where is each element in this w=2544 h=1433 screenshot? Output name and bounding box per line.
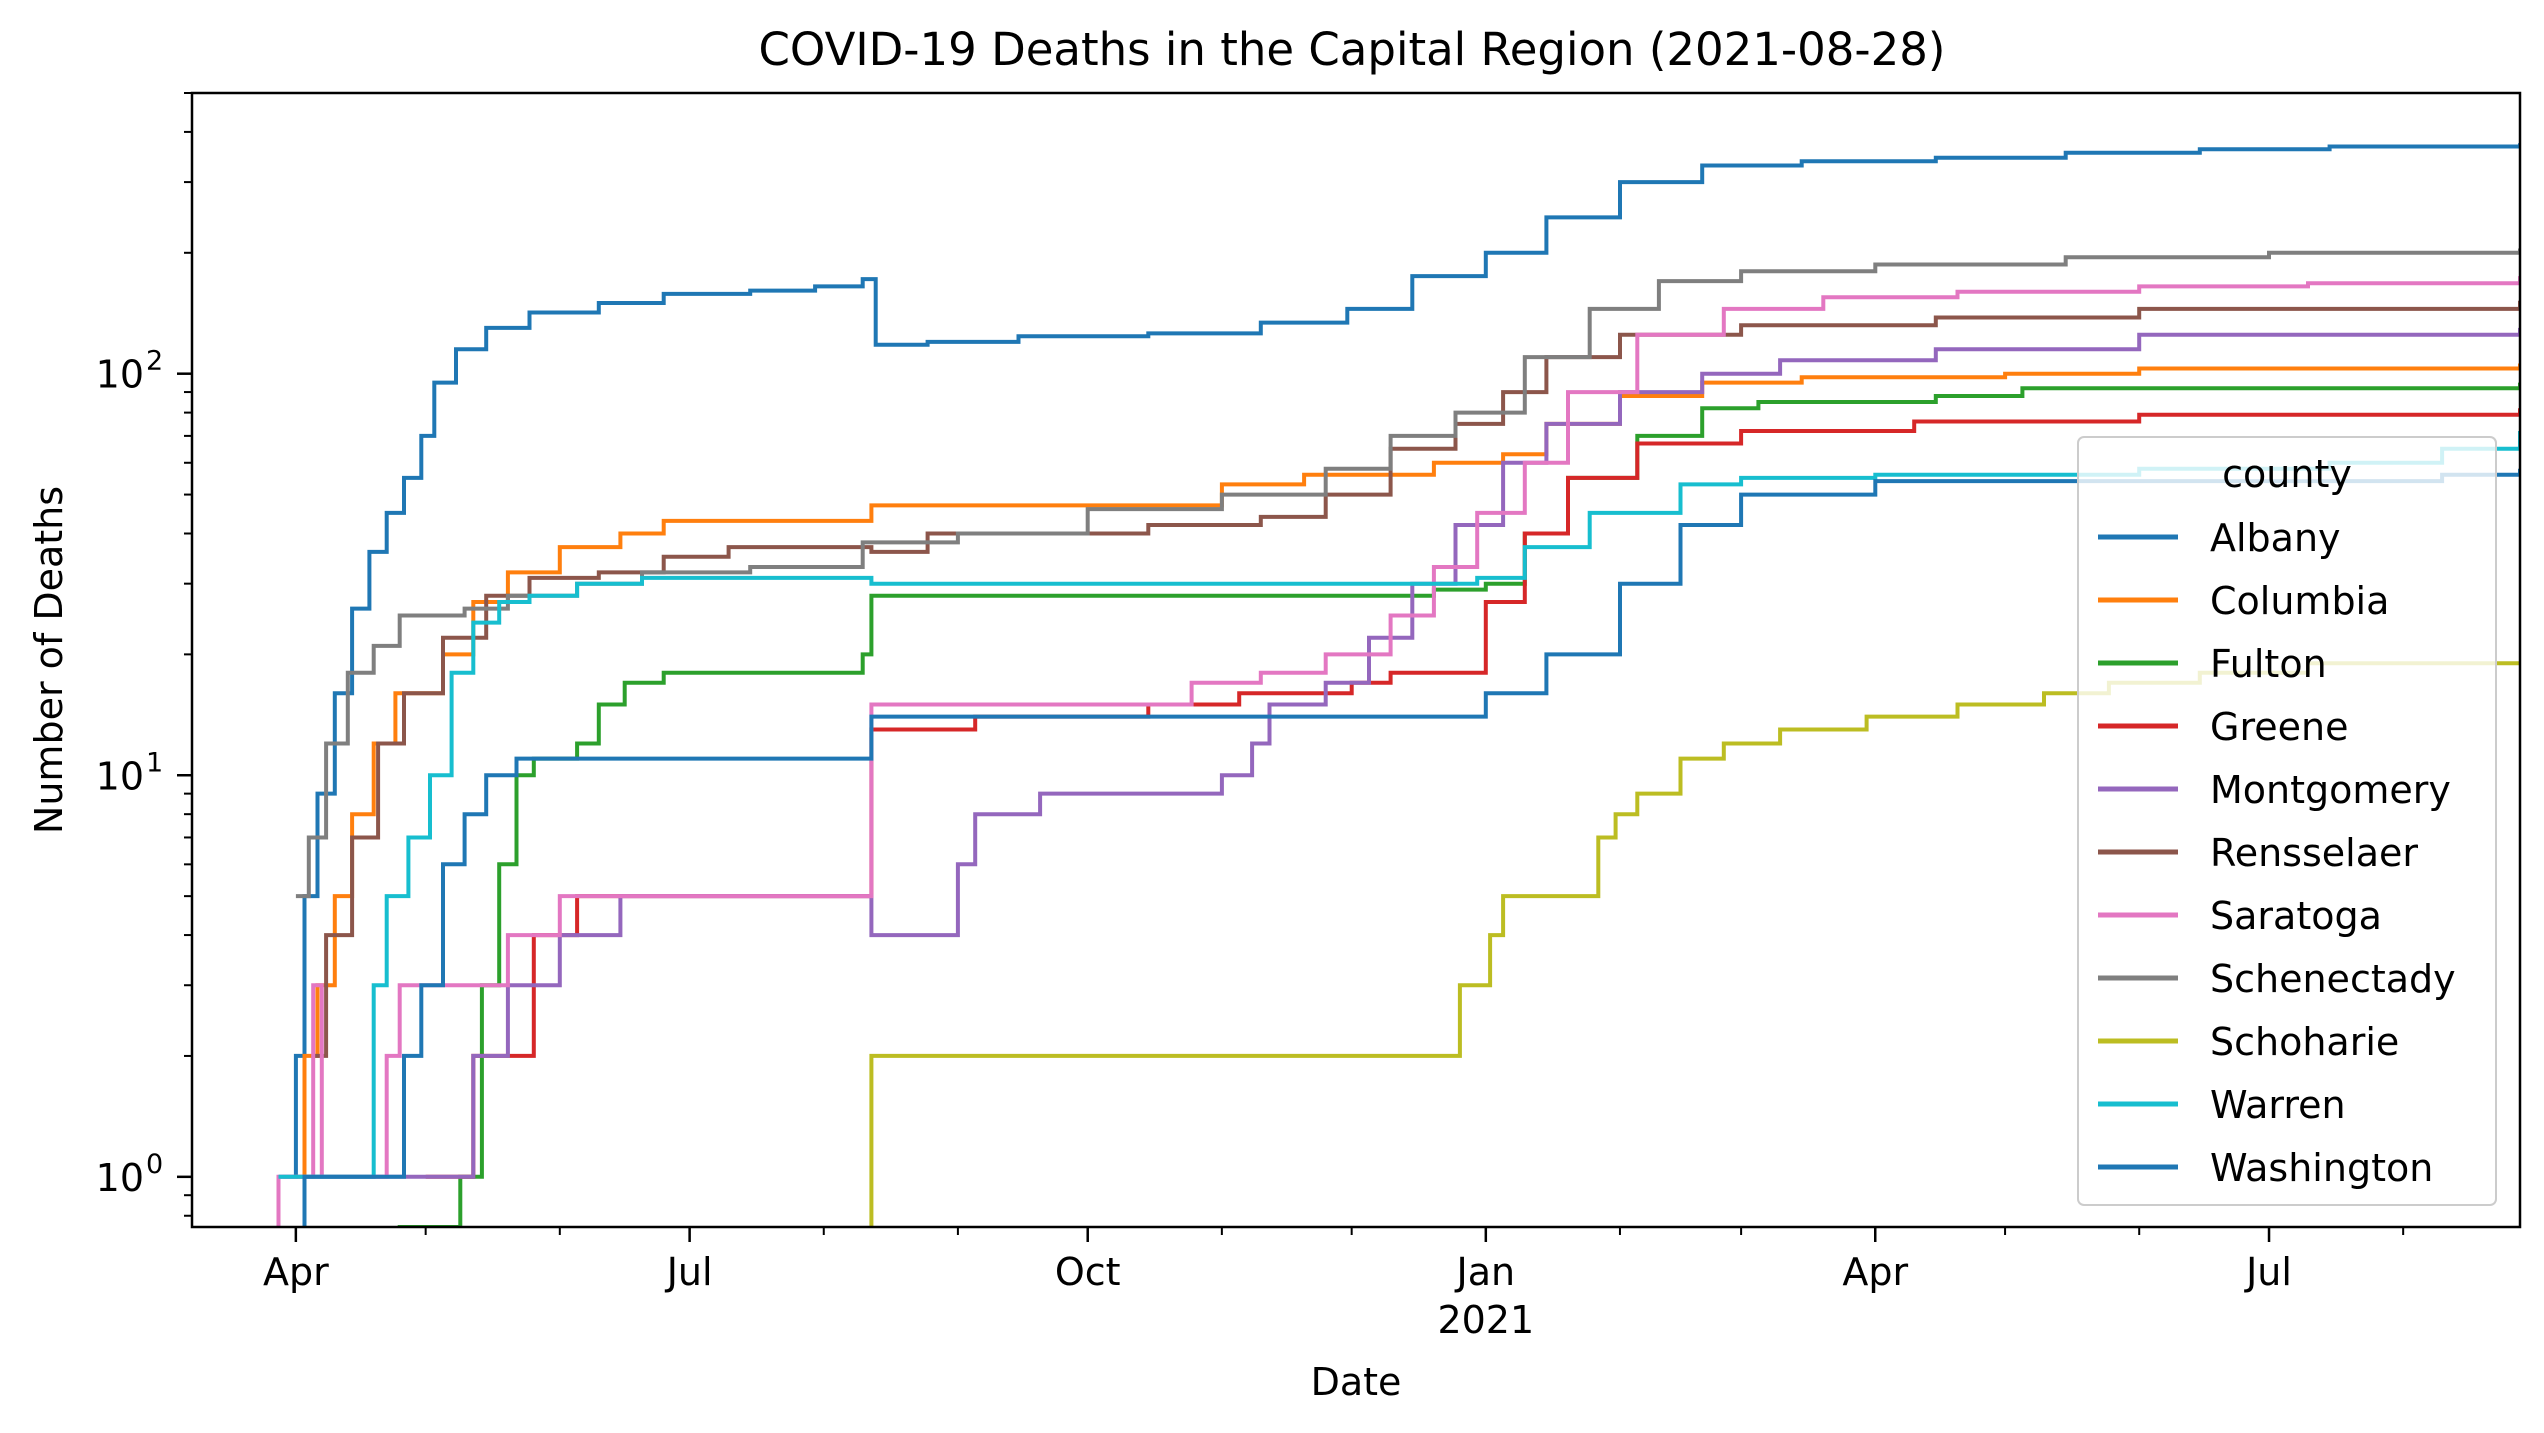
legend-label: Schenectady bbox=[2210, 957, 2456, 1001]
x-tick-label: Oct bbox=[1055, 1250, 1121, 1294]
y-tick-label: 10 bbox=[96, 353, 144, 397]
legend: county Albany Columbia Fulton Greene Montgom… bbox=[2077, 436, 2497, 1206]
series-line-washington bbox=[302, 468, 2520, 1227]
x-tick-label: Apr bbox=[263, 1250, 329, 1294]
y-axis-label: Number of Deaths bbox=[27, 486, 71, 834]
legend-label: Schoharie bbox=[2210, 1020, 2399, 1064]
x-tick-sublabel: 2021 bbox=[1437, 1298, 1534, 1342]
legend-title: county bbox=[2222, 452, 2352, 496]
legend-box bbox=[2077, 436, 2497, 1206]
legend-label: Warren bbox=[2210, 1083, 2346, 1127]
legend-label: Washington bbox=[2210, 1146, 2433, 1190]
series-line-montgomery bbox=[282, 327, 2520, 1179]
y-tick-exponent: 2 bbox=[146, 346, 163, 377]
legend-label: Saratoga bbox=[2210, 894, 2382, 938]
x-tick-label: Jul bbox=[665, 1250, 713, 1294]
series-line-warren bbox=[278, 431, 2520, 1179]
x-axis-label: Date bbox=[1311, 1360, 1402, 1404]
legend-label: Columbia bbox=[2210, 579, 2389, 623]
series-line-schenectady bbox=[295, 248, 2520, 899]
legend-label: Montgomery bbox=[2210, 768, 2451, 812]
y-tick-label: 10 bbox=[96, 754, 144, 798]
plot-frame bbox=[190, 91, 2522, 1229]
x-tick-label: Apr bbox=[1842, 1250, 1908, 1294]
legend-label: Rensselaer bbox=[2210, 831, 2418, 875]
legend-label: Greene bbox=[2210, 705, 2348, 749]
y-tick-exponent: 0 bbox=[146, 1149, 163, 1180]
x-tick-label: Jul bbox=[2244, 1250, 2292, 1294]
chart-title: COVID-19 Deaths in the Capital Region (2… bbox=[759, 23, 1946, 76]
series-lines bbox=[276, 143, 2520, 1227]
series-line-albany bbox=[278, 143, 2520, 1179]
x-tick-label: Jan bbox=[1455, 1250, 1516, 1294]
legend-label: Albany bbox=[2210, 516, 2341, 560]
y-tick-label: 10 bbox=[96, 1156, 144, 1200]
legend-label: Fulton bbox=[2210, 642, 2327, 686]
y-tick-exponent: 1 bbox=[146, 747, 163, 778]
series-line-rensselaer bbox=[313, 300, 2520, 1058]
